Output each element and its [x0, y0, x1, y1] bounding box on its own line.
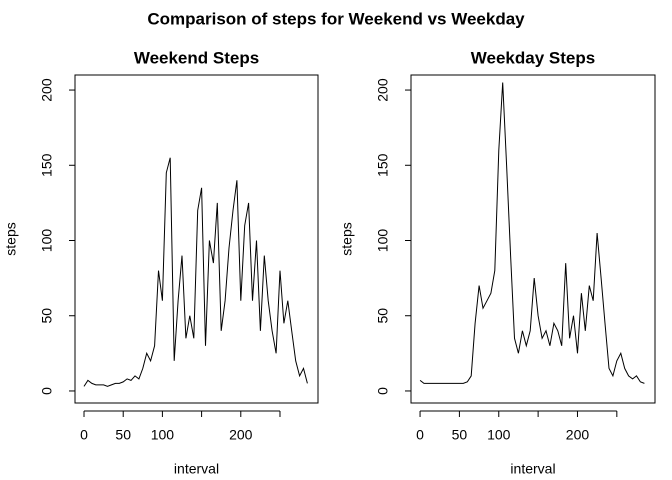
- main-title: Comparison of steps for Weekend vs Weekd…: [147, 9, 525, 28]
- panel-title: Weekday Steps: [471, 48, 595, 67]
- line-series: [419, 82, 645, 384]
- line-series: [83, 157, 308, 387]
- y-tick-label: 200: [375, 78, 391, 102]
- y-axis-label: steps: [3, 222, 19, 255]
- y-tick-label: 150: [39, 153, 55, 177]
- y-tick-label: 100: [39, 229, 55, 253]
- y-tick-label: 50: [375, 308, 391, 324]
- x-tick-label: 100: [487, 427, 511, 443]
- x-tick-label: 50: [115, 427, 131, 443]
- x-tick-label: 100: [151, 427, 175, 443]
- x-tick-label: 200: [229, 427, 253, 443]
- y-tick-label: 150: [375, 153, 391, 177]
- plot-box: [410, 74, 656, 404]
- x-tick-label: 200: [566, 427, 590, 443]
- y-tick-label: 0: [39, 387, 55, 395]
- x-tick-label: 50: [452, 427, 468, 443]
- x-axis-label: interval: [174, 461, 219, 477]
- y-tick-label: 200: [39, 78, 55, 102]
- y-tick-label: 0: [375, 387, 391, 395]
- x-tick-label: 0: [416, 427, 424, 443]
- y-axis-label: steps: [339, 222, 355, 255]
- panel-title: Weekend Steps: [134, 48, 259, 67]
- x-tick-label: 0: [80, 427, 88, 443]
- y-tick-label: 50: [39, 308, 55, 324]
- y-tick-label: 100: [375, 229, 391, 253]
- x-axis-label: interval: [510, 461, 555, 477]
